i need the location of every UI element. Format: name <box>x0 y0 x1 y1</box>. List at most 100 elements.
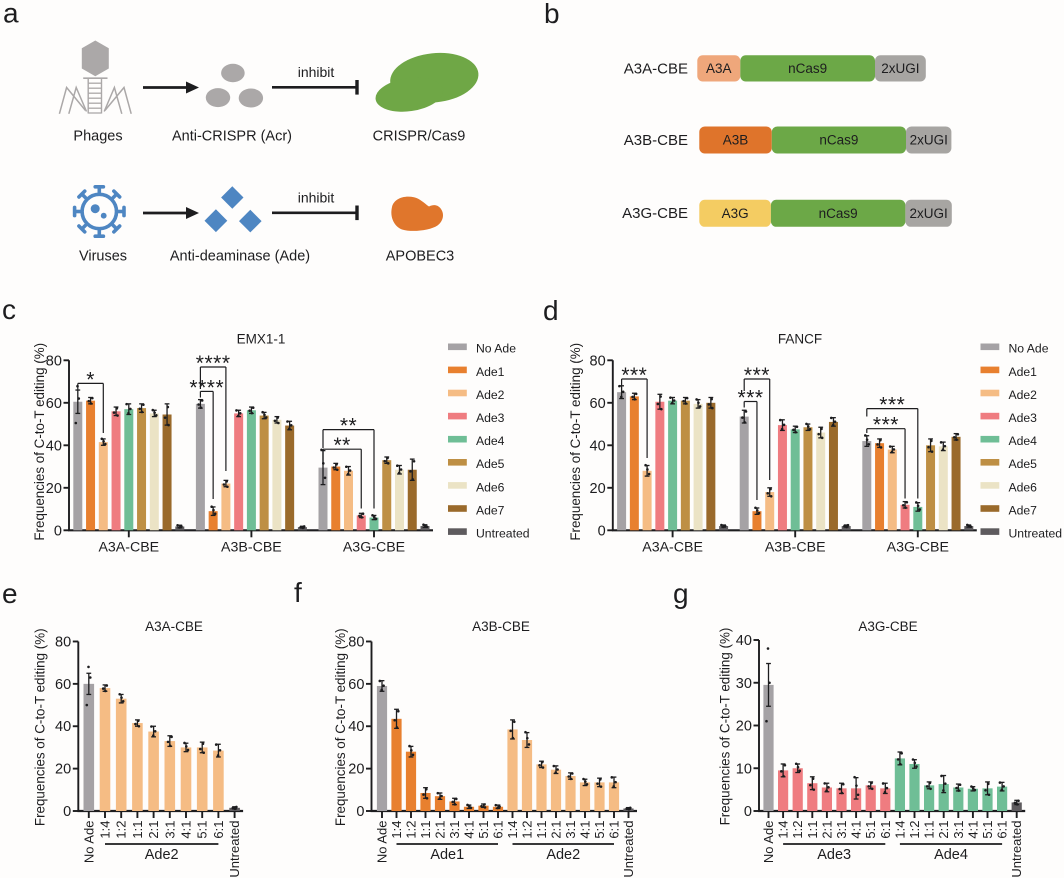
svg-text:60: 60 <box>55 677 71 693</box>
svg-text:A3B-CBE: A3B-CBE <box>472 619 530 634</box>
svg-text:A3A-CBE: A3A-CBE <box>145 619 203 634</box>
svg-text:2:1: 2:1 <box>433 821 448 839</box>
svg-text:Anti-CRISPR (Acr): Anti-CRISPR (Acr) <box>172 129 292 145</box>
svg-text:80: 80 <box>55 634 71 650</box>
svg-text:*: * <box>86 368 95 391</box>
svg-text:1:2: 1:2 <box>790 821 805 839</box>
svg-text:20: 20 <box>736 719 752 735</box>
svg-text:1:1: 1:1 <box>130 821 145 839</box>
svg-text:Untreated: Untreated <box>621 821 636 878</box>
svg-text:3:1: 3:1 <box>563 821 578 839</box>
svg-text:Frequencies of C-to-T editing: Frequencies of C-to-T editing (%) <box>718 628 733 826</box>
svg-text:1:2: 1:2 <box>404 821 419 839</box>
svg-text:60: 60 <box>348 677 364 693</box>
svg-text:Ade5: Ade5 <box>476 457 505 471</box>
svg-text:0: 0 <box>598 523 606 539</box>
svg-text:40: 40 <box>55 719 71 735</box>
svg-text:6:1: 6:1 <box>995 821 1010 839</box>
svg-text:2:1: 2:1 <box>146 821 161 839</box>
svg-text:1:1: 1:1 <box>418 821 433 839</box>
svg-text:0: 0 <box>54 523 62 539</box>
svg-text:Ade7: Ade7 <box>476 503 505 517</box>
svg-text:1:2: 1:2 <box>520 821 535 839</box>
svg-text:Untreated: Untreated <box>1009 527 1063 541</box>
svg-text:3:1: 3:1 <box>834 821 849 839</box>
svg-text:5:1: 5:1 <box>592 821 607 839</box>
svg-text:5:1: 5:1 <box>476 821 491 839</box>
svg-text:5:1: 5:1 <box>863 821 878 839</box>
svg-text:4:1: 4:1 <box>179 821 194 839</box>
svg-text:Frequencies of C-to-T editing: Frequencies of C-to-T editing (%) <box>568 343 583 541</box>
svg-text:Anti-deaminase (Ade): Anti-deaminase (Ade) <box>170 248 310 264</box>
svg-text:20: 20 <box>348 762 364 778</box>
svg-text:Untreated: Untreated <box>1009 820 1024 877</box>
svg-text:No Ade: No Ade <box>761 821 776 864</box>
svg-text:g: g <box>673 578 689 609</box>
svg-text:A3A-CBE: A3A-CBE <box>642 540 703 556</box>
svg-text:***: *** <box>744 364 770 387</box>
svg-text:2xUGI: 2xUGI <box>881 61 919 76</box>
svg-text:Ade4: Ade4 <box>1009 434 1038 448</box>
svg-text:a: a <box>3 0 19 29</box>
svg-text:0: 0 <box>744 804 752 820</box>
svg-text:3:1: 3:1 <box>162 821 177 839</box>
svg-text:Phages: Phages <box>73 129 122 145</box>
svg-text:A3A-CBE: A3A-CBE <box>624 61 688 78</box>
svg-text:Untreated: Untreated <box>476 527 530 541</box>
svg-text:Ade7: Ade7 <box>1009 503 1038 517</box>
svg-text:EMX1-1: EMX1-1 <box>237 332 286 347</box>
svg-text:A3B-CBE: A3B-CBE <box>624 132 688 149</box>
svg-text:b: b <box>544 0 560 29</box>
svg-text:1:4: 1:4 <box>892 821 907 839</box>
svg-text:80: 80 <box>590 353 606 369</box>
svg-text:Ade2: Ade2 <box>1009 388 1038 402</box>
svg-text:Untreated: Untreated <box>227 821 242 878</box>
svg-text:A3G-CBE: A3G-CBE <box>887 540 949 556</box>
svg-text:Ade3: Ade3 <box>476 411 505 425</box>
svg-text:No Ade: No Ade <box>81 821 96 864</box>
svg-text:40: 40 <box>348 719 364 735</box>
svg-text:A3B-CBE: A3B-CBE <box>765 540 826 556</box>
svg-text:***: *** <box>873 414 899 437</box>
svg-text:inhibit: inhibit <box>298 190 335 206</box>
svg-text:A3G-CBE: A3G-CBE <box>343 540 405 556</box>
svg-text:e: e <box>2 578 18 609</box>
svg-text:40: 40 <box>46 438 62 454</box>
svg-text:1:1: 1:1 <box>534 821 549 839</box>
svg-text:A3G: A3G <box>722 206 749 221</box>
svg-text:nCas9: nCas9 <box>819 133 858 148</box>
svg-text:20: 20 <box>55 762 71 778</box>
svg-text:6:1: 6:1 <box>491 821 506 839</box>
svg-text:A3A: A3A <box>706 61 732 76</box>
svg-text:**: ** <box>340 415 357 438</box>
svg-text:***: *** <box>621 364 647 387</box>
svg-text:Ade6: Ade6 <box>476 480 505 494</box>
svg-text:0: 0 <box>63 804 71 820</box>
svg-text:****: **** <box>196 352 231 375</box>
svg-text:A3B-CBE: A3B-CBE <box>221 540 282 556</box>
svg-text:Frequencies of C-to-T editing: Frequencies of C-to-T editing (%) <box>33 628 48 826</box>
svg-text:f: f <box>294 577 302 608</box>
svg-text:5:1: 5:1 <box>195 821 210 839</box>
svg-text:1:2: 1:2 <box>907 821 922 839</box>
svg-text:1:1: 1:1 <box>805 821 820 839</box>
svg-text:c: c <box>2 294 16 325</box>
svg-text:Ade3: Ade3 <box>1009 411 1038 425</box>
svg-text:Ade2: Ade2 <box>476 388 505 402</box>
svg-text:3:1: 3:1 <box>447 821 462 839</box>
svg-text:nCas9: nCas9 <box>819 206 858 221</box>
svg-text:Ade3: Ade3 <box>817 847 851 863</box>
svg-text:***: *** <box>879 394 905 417</box>
svg-text:6:1: 6:1 <box>211 821 226 839</box>
svg-text:10: 10 <box>736 761 752 777</box>
svg-text:No Ade: No Ade <box>476 342 516 356</box>
svg-text:1:1: 1:1 <box>922 821 937 839</box>
svg-text:4:1: 4:1 <box>578 821 593 839</box>
svg-text:40: 40 <box>736 633 752 649</box>
svg-text:Frequencies of C-to-T editing: Frequencies of C-to-T editing (%) <box>333 628 348 826</box>
svg-text:***: *** <box>738 387 764 410</box>
svg-text:3:1: 3:1 <box>951 821 966 839</box>
svg-text:Viruses: Viruses <box>79 248 127 264</box>
svg-text:Ade4: Ade4 <box>476 434 505 448</box>
svg-text:4:1: 4:1 <box>965 821 980 839</box>
